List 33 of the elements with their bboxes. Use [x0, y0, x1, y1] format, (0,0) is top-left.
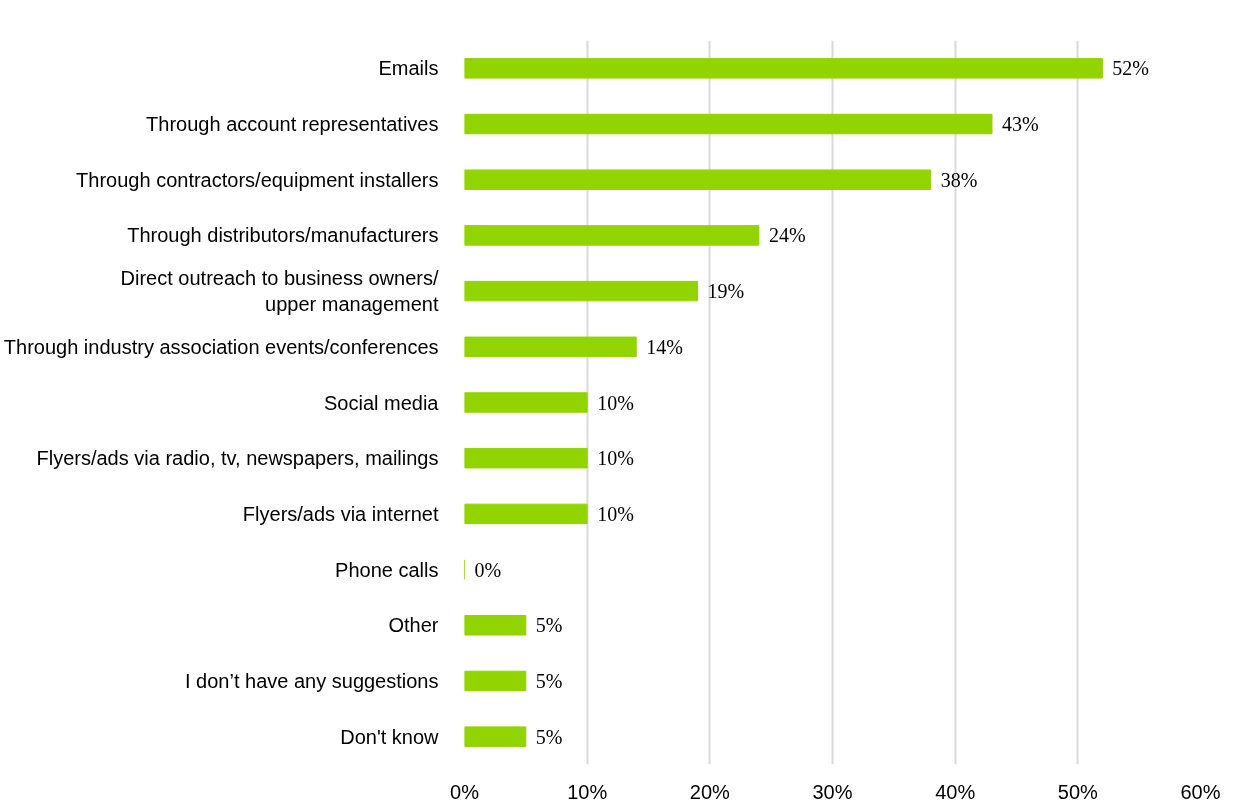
- y-tick-label: Social media: [324, 391, 440, 414]
- x-tick-label: 0%: [450, 780, 480, 803]
- data-label: 14%: [646, 335, 683, 358]
- data-label: 10%: [597, 502, 634, 525]
- y-tick-label: Other: [388, 614, 439, 637]
- x-tick-label: 40%: [935, 780, 976, 803]
- x-tick-label: 50%: [1057, 780, 1099, 803]
- data-label: 5%: [535, 669, 563, 692]
- y-tick-label: Flyers/ads via radio, tv, newspapers, mailings: [36, 447, 439, 470]
- data-label: 38%: [940, 168, 978, 191]
- y-tick-label: Direct outreach to business owners/ upper management: [120, 266, 439, 316]
- x-tick-label: 60%: [1180, 780, 1221, 803]
- y-tick-label: Don't know: [340, 725, 440, 748]
- data-label: 10%: [597, 447, 634, 470]
- x-tick-label: 30%: [812, 780, 853, 803]
- y-tick-label: Phone calls: [335, 558, 439, 581]
- y-tick-label: Through account representatives: [146, 113, 439, 136]
- data-label: 5%: [535, 725, 563, 748]
- y-tick-label: Through distributors/manufacturers: [127, 224, 439, 247]
- data-label: 10%: [597, 391, 634, 414]
- y-tick-label: Emails: [378, 57, 439, 80]
- x-tick-label: 20%: [689, 780, 731, 803]
- y-tick-label: Through industry association events/conferences: [3, 335, 439, 358]
- y-tick-label: Through contractors/equipment installers: [76, 168, 439, 191]
- x-tick-label: 10%: [567, 780, 608, 803]
- y-tick-label: Flyers/ads via internet: [242, 502, 439, 525]
- data-label: 43%: [1001, 113, 1039, 136]
- y-tick-label: I don’t have any suggestions: [184, 669, 439, 692]
- data-label: 19%: [707, 280, 745, 303]
- data-label: 52%: [1112, 57, 1150, 80]
- data-label: 24%: [768, 224, 806, 247]
- data-label: 0%: [474, 558, 502, 581]
- data-label: 5%: [535, 614, 563, 637]
